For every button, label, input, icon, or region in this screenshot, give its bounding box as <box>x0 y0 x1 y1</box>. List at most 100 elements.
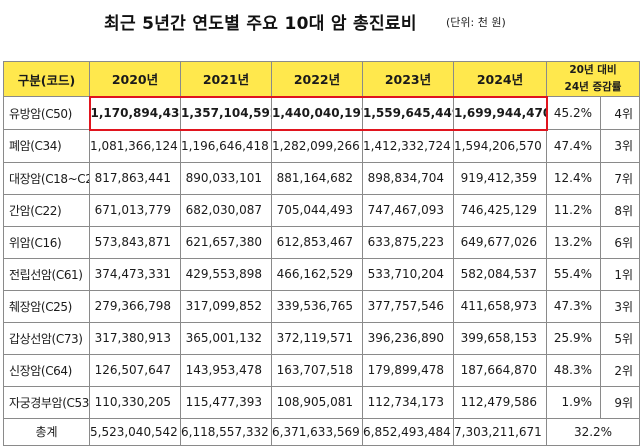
cell-2021: 143,953,478 <box>180 353 272 387</box>
cell-2022: 372,119,571 <box>271 321 363 355</box>
table-row: 전립선암(C61) 374,473,331 429,553,898 466,162,5… <box>3 257 640 291</box>
cell-2022: 339,536,765 <box>271 289 363 323</box>
table-row: 대장암(C18~C20)817,863,441890,033,101881,16… <box>3 161 640 195</box>
table-row: 폐암(C34) 1,081,366,124 1,196,646,418 1,282,0… <box>3 129 640 163</box>
header-2022: 2022년 <box>271 61 363 97</box>
row-label: 폐암(C34) <box>3 129 90 163</box>
cell-growth-rate: 47.3% <box>546 289 601 323</box>
cell-2020: 573,843,871 <box>89 225 181 259</box>
cell-2023: 898,834,704 <box>362 161 454 195</box>
cell-2021: 115,477,393 <box>180 385 272 419</box>
total-2023: 6,852,493,484 <box>362 417 454 446</box>
cell-growth-rate: 13.2% <box>546 225 601 259</box>
cell-2023: 396,236,890 <box>362 321 454 355</box>
total-row: 총계 5,523,040,542 6,118,557,332 6,371,633,56… <box>3 417 640 446</box>
cell-2022: 466,162,529 <box>271 257 363 291</box>
cell-rank: 9위 <box>599 385 640 419</box>
cell-2023: 112,734,173 <box>362 385 454 419</box>
cell-2021: 1,196,646,418 <box>180 129 272 163</box>
total-2022: 6,371,633,569 <box>271 417 363 446</box>
cell-2024: 112,479,586 <box>453 385 547 419</box>
header-2021: 2021년 <box>180 61 272 97</box>
cell-2021: 682,030,087 <box>180 193 272 227</box>
cell-2024: 187,664,870 <box>453 353 547 387</box>
cell-2023: 179,899,478 <box>362 353 454 387</box>
total-2020: 5,523,040,542 <box>89 417 181 446</box>
table-row: 자궁경부암(C53) 110,330,205 115,477,393 108,905,… <box>3 385 640 419</box>
cell-2021: 890,033,101 <box>180 161 272 195</box>
cell-2024: 582,084,537 <box>453 257 547 291</box>
header-2023: 2023년 <box>362 61 454 97</box>
row-label: 췌장암(C25) <box>3 289 90 323</box>
cell-rank: 2위 <box>599 353 640 387</box>
title-bar: 최근 5년간 연도별 주요 10대 암 총진료비 (단위: 천 원) <box>0 0 640 44</box>
row-label: 갑상선암(C73) <box>3 321 90 355</box>
table-row: 위암(C16) 573,843,871 621,657,380 612,853,467… <box>3 225 640 259</box>
page-title: 최근 5년간 연도별 주요 10대 암 총진료비 <box>104 14 417 34</box>
cell-growth-rate: 25.9% <box>546 321 601 355</box>
row-label: 간암(C22) <box>3 193 90 227</box>
cell-growth-rate: 47.4% <box>546 129 601 163</box>
cell-2022: 705,044,493 <box>271 193 363 227</box>
cell-growth-rate: 45.2% <box>546 96 601 130</box>
cell-2022: 612,853,467 <box>271 225 363 259</box>
total-2021: 6,118,557,332 <box>180 417 272 446</box>
header-2020: 2020년 <box>89 61 181 97</box>
cell-growth-rate: 1.9% <box>546 385 601 419</box>
header-2024: 2024년 <box>453 61 547 97</box>
cell-2021: 1,357,104,592 <box>180 95 272 131</box>
cell-2020: 126,507,647 <box>89 353 181 387</box>
cell-2020: 110,330,205 <box>89 385 181 419</box>
row-label: 대장암(C18~C20) <box>3 161 90 195</box>
table-row: 간암(C22) 671,013,779 682,030,087 705,044,493… <box>3 193 640 227</box>
cell-2023: 1,412,332,724 <box>362 129 454 163</box>
cell-growth-rate: 11.2% <box>546 193 601 227</box>
row-label: 위암(C16) <box>3 225 90 259</box>
header-code: 구분(코드) <box>3 61 90 97</box>
cell-rank: 4위 <box>599 96 640 130</box>
cell-2022: 163,707,518 <box>271 353 363 387</box>
total-2024: 7,303,211,671 <box>453 417 547 446</box>
total-growth-rate: 32.2% <box>545 417 640 446</box>
cell-2024: 649,677,026 <box>453 225 547 259</box>
cell-2021: 317,099,852 <box>180 289 272 323</box>
cell-2020: 317,380,913 <box>89 321 181 355</box>
table-row: 유방암(C50) 1,170,894,434 1,357,104,592 1,440,… <box>3 95 640 131</box>
cell-rank: 3위 <box>599 129 640 163</box>
header-growth-line1: 20년 대비 <box>569 64 617 76</box>
cell-growth-rate: 48.3% <box>546 353 601 387</box>
cell-2022: 1,282,099,266 <box>271 129 363 163</box>
total-label: 총계 <box>3 417 90 446</box>
table-row: 췌장암(C25) 279,366,798 317,099,852 339,536,76… <box>3 289 640 323</box>
cell-2023: 747,467,093 <box>362 193 454 227</box>
cancer-cost-table: 구분(코드) 2020년 2021년 2022년 2023년 2024년 20년… <box>3 61 640 446</box>
cell-2024: 919,412,359 <box>453 161 547 195</box>
cell-growth-rate: 12.4% <box>546 161 601 195</box>
cell-2022: 108,905,081 <box>271 385 363 419</box>
cell-2020: 817,863,441 <box>89 161 181 195</box>
table-body: 유방암(C50) 1,170,894,434 1,357,104,592 1,440,… <box>3 95 640 446</box>
cell-2024: 1,594,206,570 <box>453 129 547 163</box>
cell-2023: 533,710,204 <box>362 257 454 291</box>
cell-rank: 3위 <box>599 289 640 323</box>
cell-2020: 374,473,331 <box>89 257 181 291</box>
cell-rank: 8위 <box>599 193 640 227</box>
cell-2022: 881,164,682 <box>271 161 363 195</box>
cell-2020: 279,366,798 <box>89 289 181 323</box>
cell-rank: 1위 <box>599 257 640 291</box>
cell-2021: 365,001,132 <box>180 321 272 355</box>
table-row: 갑상선암(C73) 317,380,913 365,001,132 372,119,5… <box>3 321 640 355</box>
cell-2023: 1,559,645,449 <box>362 95 454 131</box>
cell-growth-rate: 55.4% <box>546 257 601 291</box>
cell-2024: 1,699,944,470 <box>453 95 548 131</box>
row-label: 자궁경부암(C53) <box>3 385 90 419</box>
cell-2021: 429,553,898 <box>180 257 272 291</box>
header-growth-line2: 24년 증감률 <box>564 81 622 93</box>
cell-2024: 411,658,973 <box>453 289 547 323</box>
cell-2020: 1,170,894,434 <box>88 95 181 131</box>
cell-2020: 671,013,779 <box>89 193 181 227</box>
cell-2021: 621,657,380 <box>180 225 272 259</box>
cell-2024: 399,658,153 <box>453 321 547 355</box>
header-growth-rate: 20년 대비 24년 증감률 <box>545 61 640 97</box>
cell-2024: 746,425,129 <box>453 193 547 227</box>
